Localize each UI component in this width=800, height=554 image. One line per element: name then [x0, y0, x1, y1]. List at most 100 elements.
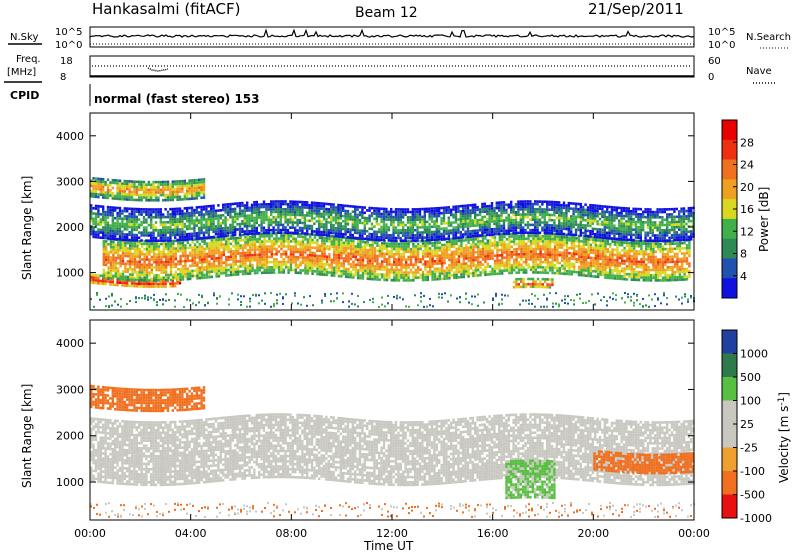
power-cell — [251, 256, 253, 259]
power-cell — [261, 261, 263, 264]
power-cell — [194, 251, 196, 254]
power-cell — [299, 211, 301, 214]
power-cell — [433, 215, 435, 218]
power-cell — [604, 261, 606, 264]
power-cell — [203, 266, 205, 269]
power-cell — [367, 278, 369, 281]
power-cell — [131, 273, 133, 276]
power-cell — [318, 223, 320, 226]
power-cell — [234, 210, 236, 213]
power-cell — [405, 271, 407, 274]
power-cell — [592, 270, 594, 273]
power-cell — [623, 268, 625, 271]
power-cell — [655, 264, 657, 267]
power-cell — [295, 266, 297, 269]
power-cell — [304, 219, 306, 222]
power-cell — [230, 266, 232, 269]
power-cell — [191, 207, 193, 210]
power-cell — [295, 261, 297, 264]
power-cell — [352, 216, 354, 219]
power-cell — [431, 278, 433, 281]
power-cell — [333, 261, 335, 264]
power-cell — [647, 271, 649, 274]
power-cell — [167, 213, 169, 216]
power-cell — [246, 215, 248, 218]
power-cell — [175, 247, 177, 250]
power-cell — [580, 266, 582, 269]
power-cell — [129, 245, 131, 248]
power-cell — [181, 228, 183, 231]
power-cell — [655, 256, 657, 259]
power-cell — [258, 211, 260, 214]
power-cell — [151, 251, 153, 254]
power-cell — [527, 245, 529, 248]
power-cell — [362, 277, 364, 280]
power-cell — [194, 256, 196, 259]
power-cell — [251, 217, 253, 220]
power-cell — [380, 231, 382, 234]
power-cell — [669, 266, 671, 269]
power-cell — [181, 236, 183, 239]
power-cell — [403, 253, 405, 256]
power-cell — [241, 210, 243, 213]
power-cell — [566, 262, 568, 265]
power-cell — [361, 214, 363, 217]
power-cell — [107, 256, 109, 259]
power-cell — [246, 204, 248, 207]
nsky-label: N.Sky — [10, 32, 38, 43]
power-cell — [431, 213, 433, 216]
power-cell — [203, 256, 205, 259]
power-cell — [467, 267, 469, 270]
power-cell — [203, 248, 205, 251]
power-cell — [578, 271, 580, 274]
power-cell — [657, 245, 659, 248]
power-cell — [155, 243, 157, 246]
power-cell — [421, 239, 423, 242]
power-cell — [205, 236, 207, 239]
power-cell — [359, 219, 361, 222]
power-cell — [554, 241, 556, 244]
power-cell — [532, 235, 534, 238]
power-cell — [184, 225, 186, 228]
power-cell — [403, 277, 405, 280]
power-cell — [160, 266, 162, 269]
power-cell — [443, 277, 445, 280]
power-cell — [211, 265, 213, 268]
power-cell — [237, 273, 239, 276]
power-cell — [232, 221, 234, 224]
power-cell — [619, 257, 621, 260]
power-cell — [347, 220, 349, 223]
power-cell — [340, 222, 342, 225]
power-cell — [532, 256, 534, 259]
power-cell — [364, 232, 366, 235]
power-cell — [104, 283, 106, 286]
power-cell — [345, 260, 347, 263]
power-cell — [177, 268, 179, 271]
power-cell — [398, 274, 400, 277]
power-cell — [583, 266, 585, 269]
power-cell — [128, 231, 130, 234]
power-cell — [217, 230, 219, 233]
power-cell — [326, 261, 328, 264]
power-cell — [599, 245, 601, 248]
station-title: Hankasalmi (fitACF) — [92, 0, 240, 18]
power-cell — [441, 254, 443, 257]
power-cell — [640, 266, 642, 269]
power-cell — [225, 266, 227, 269]
power-cell — [235, 273, 237, 276]
power-cell — [349, 215, 351, 218]
power-cell — [405, 279, 407, 282]
power-cell — [261, 266, 263, 269]
power-cell — [592, 262, 594, 265]
power-cell — [251, 230, 253, 233]
power-cell — [475, 238, 477, 241]
power-cell — [335, 211, 337, 214]
power-cell — [412, 226, 414, 229]
power-cell — [527, 240, 529, 243]
power-cell — [350, 258, 352, 261]
power-cell — [273, 240, 275, 243]
power-cell — [117, 270, 119, 273]
power-cell — [287, 232, 289, 235]
power-cell — [359, 277, 361, 280]
power-cell — [412, 211, 414, 214]
